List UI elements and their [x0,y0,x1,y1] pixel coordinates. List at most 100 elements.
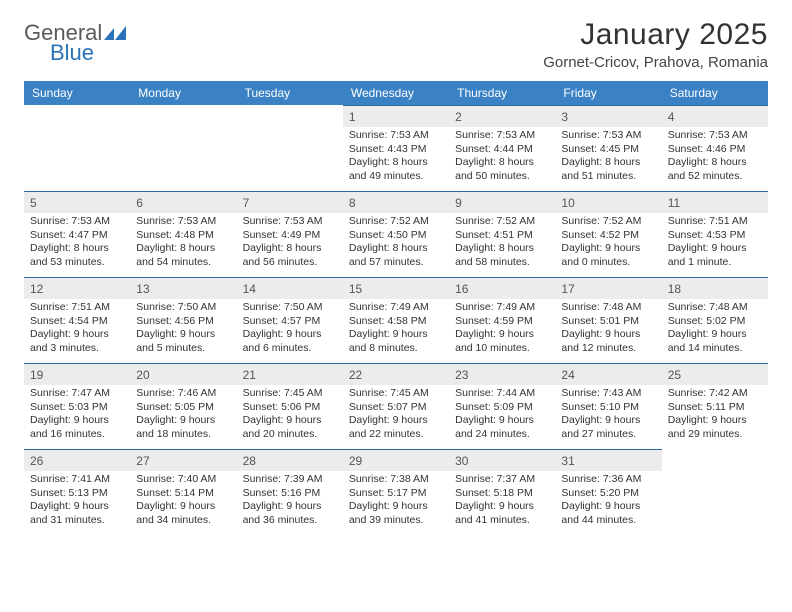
day-number-row: 19 [24,363,130,385]
daylight-line2: and 51 minutes. [561,170,655,184]
sunset-text: Sunset: 5:01 PM [561,315,655,329]
day-details: Sunrise: 7:42 AMSunset: 5:11 PMDaylight:… [662,385,768,446]
day-number-row: 9 [449,191,555,213]
sunrise-text: Sunrise: 7:53 AM [243,215,337,229]
day-number: 1 [349,110,356,124]
day-number-row: 16 [449,277,555,299]
sunset-text: Sunset: 5:11 PM [668,401,762,415]
daylight-line1: Daylight: 9 hours [561,242,655,256]
sunset-text: Sunset: 4:59 PM [455,315,549,329]
sunset-text: Sunset: 5:14 PM [136,487,230,501]
daylight-line1: Daylight: 9 hours [561,414,655,428]
sunset-text: Sunset: 4:45 PM [561,143,655,157]
day-details: Sunrise: 7:53 AMSunset: 4:47 PMDaylight:… [24,213,130,274]
calendar-cell: 11Sunrise: 7:51 AMSunset: 4:53 PMDayligh… [662,191,768,277]
calendar-cell: 14Sunrise: 7:50 AMSunset: 4:57 PMDayligh… [237,277,343,363]
day-number-row: 22 [343,363,449,385]
calendar-cell: 15Sunrise: 7:49 AMSunset: 4:58 PMDayligh… [343,277,449,363]
day-number: 8 [349,196,356,210]
sunset-text: Sunset: 5:07 PM [349,401,443,415]
day-details: Sunrise: 7:38 AMSunset: 5:17 PMDaylight:… [343,471,449,532]
page-title: January 2025 [543,18,768,52]
day-details: Sunrise: 7:46 AMSunset: 5:05 PMDaylight:… [130,385,236,446]
day-number: 6 [136,196,143,210]
day-number-row: 27 [130,449,236,471]
sunset-text: Sunset: 4:50 PM [349,229,443,243]
sunrise-text: Sunrise: 7:51 AM [668,215,762,229]
calendar-cell: 29Sunrise: 7:38 AMSunset: 5:17 PMDayligh… [343,449,449,535]
daylight-line1: Daylight: 8 hours [30,242,124,256]
col-friday: Friday [555,81,661,105]
day-number-row: 25 [662,363,768,385]
daylight-line1: Daylight: 9 hours [668,414,762,428]
calendar-row: 26Sunrise: 7:41 AMSunset: 5:13 PMDayligh… [24,449,768,535]
day-details: Sunrise: 7:51 AMSunset: 4:54 PMDaylight:… [24,299,130,360]
sunset-text: Sunset: 5:17 PM [349,487,443,501]
col-thursday: Thursday [449,81,555,105]
calendar-cell: 17Sunrise: 7:48 AMSunset: 5:01 PMDayligh… [555,277,661,363]
day-number-row: 23 [449,363,555,385]
calendar-cell: 10Sunrise: 7:52 AMSunset: 4:52 PMDayligh… [555,191,661,277]
calendar-cell: 3Sunrise: 7:53 AMSunset: 4:45 PMDaylight… [555,105,661,191]
day-number-row: 5 [24,191,130,213]
daylight-line1: Daylight: 8 hours [561,156,655,170]
location: Gornet-Cricov, Prahova, Romania [543,54,768,71]
day-details: Sunrise: 7:47 AMSunset: 5:03 PMDaylight:… [24,385,130,446]
sunrise-text: Sunrise: 7:51 AM [30,301,124,315]
daylight-line1: Daylight: 9 hours [30,500,124,514]
daylight-line2: and 3 minutes. [30,342,124,356]
sunrise-text: Sunrise: 7:37 AM [455,473,549,487]
day-number: 2 [455,110,462,124]
calendar-cell: 22Sunrise: 7:45 AMSunset: 5:07 PMDayligh… [343,363,449,449]
sunset-text: Sunset: 4:47 PM [30,229,124,243]
calendar-cell: 7Sunrise: 7:53 AMSunset: 4:49 PMDaylight… [237,191,343,277]
col-tuesday: Tuesday [237,81,343,105]
day-number: 9 [455,196,462,210]
sunrise-text: Sunrise: 7:50 AM [243,301,337,315]
daylight-line2: and 10 minutes. [455,342,549,356]
calendar-cell: 24Sunrise: 7:43 AMSunset: 5:10 PMDayligh… [555,363,661,449]
daylight-line1: Daylight: 9 hours [455,414,549,428]
day-details: Sunrise: 7:53 AMSunset: 4:45 PMDaylight:… [555,127,661,188]
sunset-text: Sunset: 5:20 PM [561,487,655,501]
day-number: 28 [243,454,256,468]
sunrise-text: Sunrise: 7:53 AM [668,129,762,143]
daylight-line2: and 58 minutes. [455,256,549,270]
daylight-line2: and 57 minutes. [349,256,443,270]
sunrise-text: Sunrise: 7:53 AM [349,129,443,143]
daylight-line1: Daylight: 9 hours [349,328,443,342]
sunrise-text: Sunrise: 7:52 AM [349,215,443,229]
daylight-line2: and 18 minutes. [136,428,230,442]
daylight-line2: and 41 minutes. [455,514,549,528]
day-number: 5 [30,196,37,210]
day-details: Sunrise: 7:50 AMSunset: 4:56 PMDaylight:… [130,299,236,360]
day-number-row: 21 [237,363,343,385]
day-number: 10 [561,196,574,210]
daylight-line2: and 31 minutes. [30,514,124,528]
calendar-cell: 25Sunrise: 7:42 AMSunset: 5:11 PMDayligh… [662,363,768,449]
sunset-text: Sunset: 5:03 PM [30,401,124,415]
sunrise-text: Sunrise: 7:36 AM [561,473,655,487]
sunset-text: Sunset: 5:16 PM [243,487,337,501]
sunrise-text: Sunrise: 7:47 AM [30,387,124,401]
day-number: 22 [349,368,362,382]
calendar-cell: 20Sunrise: 7:46 AMSunset: 5:05 PMDayligh… [130,363,236,449]
calendar-cell: 9Sunrise: 7:52 AMSunset: 4:51 PMDaylight… [449,191,555,277]
logo-word2: Blue [24,42,126,64]
day-number: 16 [455,282,468,296]
day-number-row: 18 [662,277,768,299]
sunrise-text: Sunrise: 7:53 AM [455,129,549,143]
sunrise-text: Sunrise: 7:48 AM [561,301,655,315]
daylight-line1: Daylight: 9 hours [561,328,655,342]
day-number-row: 26 [24,449,130,471]
daylight-line1: Daylight: 8 hours [455,242,549,256]
daylight-line2: and 44 minutes. [561,514,655,528]
day-number: 19 [30,368,43,382]
day-number-row: 15 [343,277,449,299]
day-number: 12 [30,282,43,296]
day-number-row: 14 [237,277,343,299]
title-block: January 2025 Gornet-Cricov, Prahova, Rom… [543,18,768,71]
daylight-line2: and 24 minutes. [455,428,549,442]
daylight-line1: Daylight: 8 hours [668,156,762,170]
day-details: Sunrise: 7:44 AMSunset: 5:09 PMDaylight:… [449,385,555,446]
